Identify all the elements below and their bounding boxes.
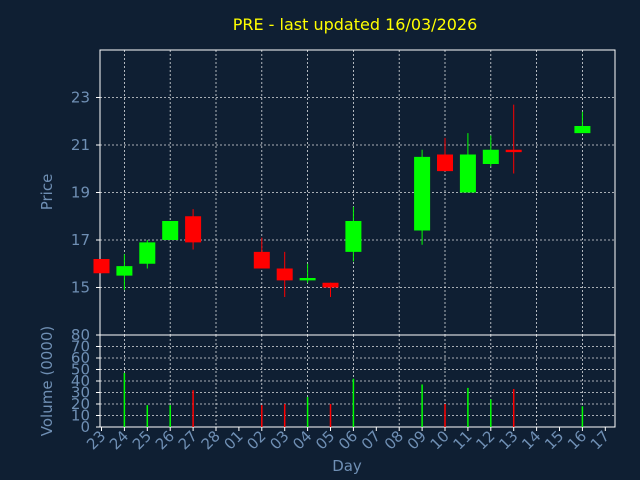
price-axis-label: Price [38, 174, 56, 211]
volume-bar [329, 404, 332, 427]
price-axis-ticks: 15 17 19 21 23 [71, 89, 100, 297]
volume-axis-label: Volume (0000) [38, 326, 56, 436]
volume-bar [283, 404, 286, 427]
candle-body [162, 221, 179, 240]
candle-body [185, 216, 202, 243]
volume-bar [306, 397, 309, 427]
candlestick-series [93, 104, 591, 297]
volume-tick-label: 60 [71, 349, 90, 367]
candle-body [253, 251, 270, 269]
volume-bar [261, 405, 263, 427]
volume-bar [123, 372, 126, 427]
candle-body [116, 266, 133, 276]
volume-tick-label: 70 [71, 338, 90, 356]
chart-title: PRE - last updated 16/03/2026 [233, 15, 478, 34]
candle-body [505, 149, 522, 153]
candle-body [345, 221, 362, 252]
price-tick-label: 23 [71, 89, 90, 107]
price-tick-label: 19 [71, 184, 90, 202]
volume-tick-label: 20 [71, 395, 90, 413]
volume-bar [192, 390, 194, 427]
candle-body [93, 259, 110, 274]
volume-bar [169, 405, 171, 427]
candle-body [437, 154, 453, 172]
price-tick-label: 15 [71, 279, 90, 297]
volume-bar [444, 404, 446, 427]
volume-tick-label: 50 [71, 361, 90, 379]
volume-tick-label: 40 [71, 372, 90, 390]
volume-bar [421, 384, 423, 427]
volume-series [123, 372, 584, 427]
price-grid [100, 50, 615, 335]
volume-bar [146, 405, 149, 427]
day-axis-label: Day [332, 457, 362, 475]
price-tick-label: 17 [71, 231, 90, 249]
candle-body [459, 154, 476, 193]
day-axis-ticks: 2324252627280102030405060708091011121314… [83, 427, 613, 453]
candle-body [276, 268, 293, 281]
volume-bar [352, 378, 355, 427]
volume-tick-label: 0 [80, 418, 90, 436]
day-tick-label: 17 [587, 427, 613, 453]
candle-body [482, 149, 499, 164]
volume-bar [467, 387, 469, 427]
volume-bar [581, 406, 584, 427]
volume-bar [490, 399, 492, 427]
candle-body [299, 278, 316, 281]
price-tick-label: 21 [71, 136, 90, 154]
candle-body [139, 242, 156, 264]
volume-tick-label: 30 [71, 384, 90, 402]
volume-grid [100, 335, 615, 427]
candle-body [574, 126, 591, 134]
candle-body [414, 156, 431, 231]
volume-tick-label: 80 [71, 326, 90, 344]
volume-tick-label: 10 [71, 407, 90, 425]
volume-bar [512, 389, 515, 427]
candle-body [322, 282, 339, 288]
